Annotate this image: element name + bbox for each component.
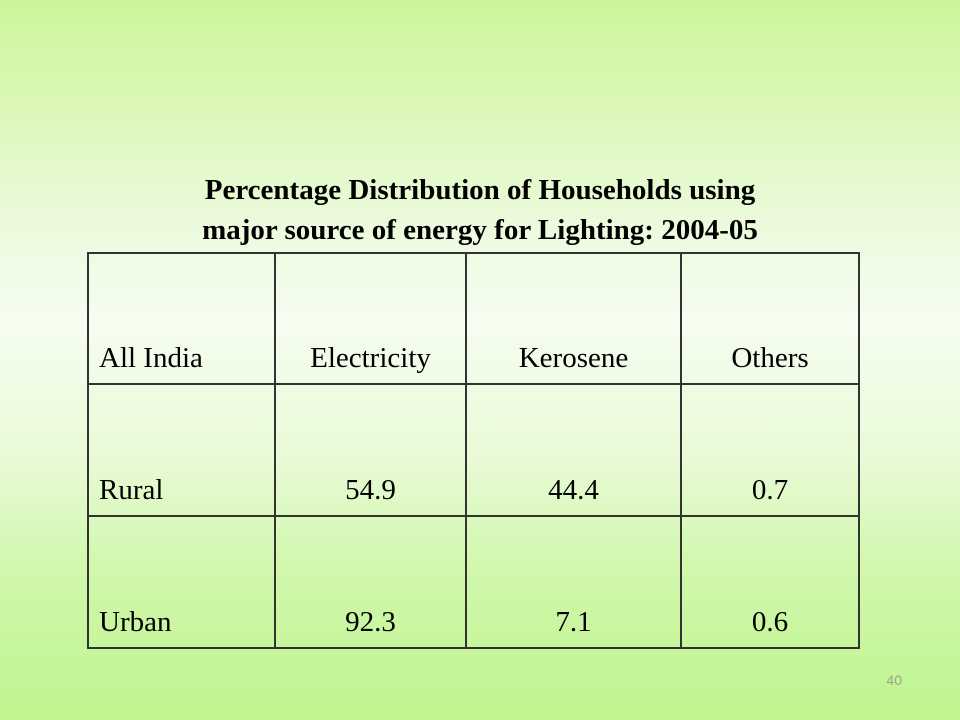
cell-rural-kerosene: 44.4 xyxy=(465,383,682,517)
cell-rural-electricity: 54.9 xyxy=(274,383,467,517)
header-cell-others: Others xyxy=(680,252,860,385)
energy-lighting-table: All India Electricity Kerosene Others Ru… xyxy=(87,252,860,649)
row-label-rural: Rural xyxy=(87,383,276,517)
header-cell-kerosene: Kerosene xyxy=(465,252,682,385)
table-row-urban: Urban 92.3 7.1 0.6 xyxy=(87,515,860,649)
slide-title: Percentage Distribution of Households us… xyxy=(100,170,860,250)
header-cell-electricity: Electricity xyxy=(274,252,467,385)
slide-title-line-2: major source of energy for Lighting: 200… xyxy=(202,214,758,246)
table-header-row: All India Electricity Kerosene Others xyxy=(87,252,860,385)
slide-title-line-1: Percentage Distribution of Households us… xyxy=(204,174,756,206)
table-row-rural: Rural 54.9 44.4 0.7 xyxy=(87,383,860,517)
page-number: 40 xyxy=(886,672,902,688)
cell-urban-kerosene: 7.1 xyxy=(465,515,682,649)
cell-urban-electricity: 92.3 xyxy=(274,515,467,649)
row-label-urban: Urban xyxy=(87,515,276,649)
cell-rural-others: 0.7 xyxy=(680,383,860,517)
header-cell-region: All India xyxy=(87,252,276,385)
cell-urban-others: 0.6 xyxy=(680,515,860,649)
